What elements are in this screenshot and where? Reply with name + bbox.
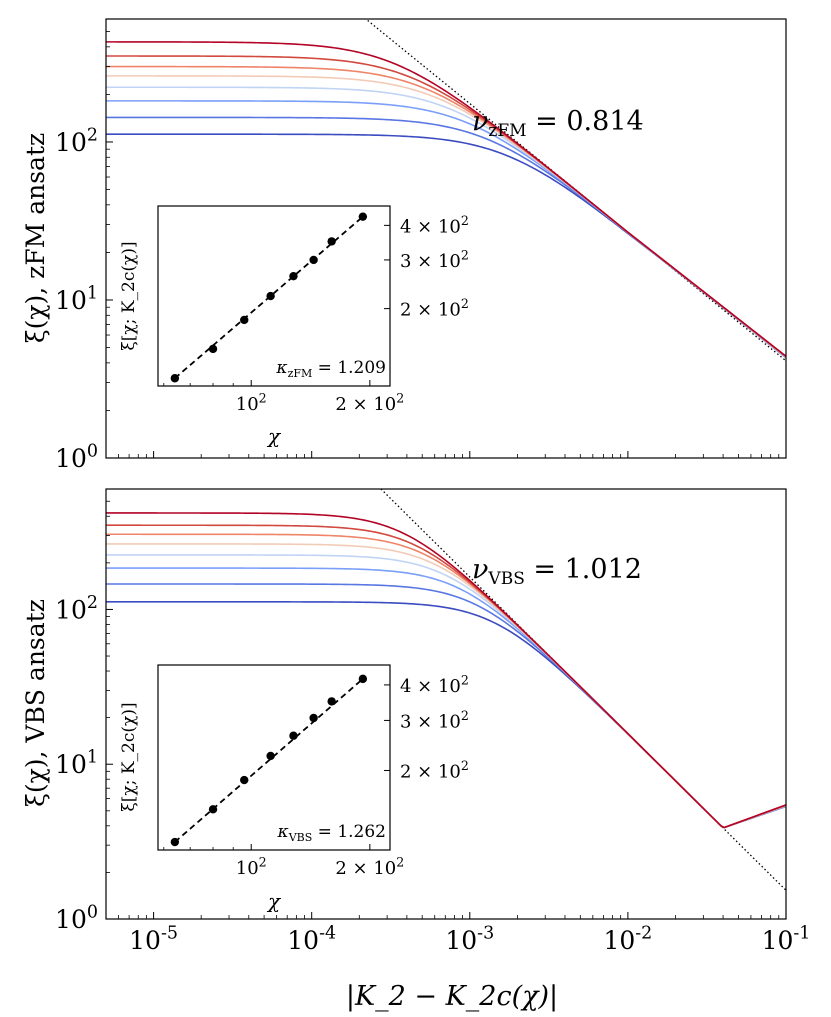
bottom-kappa-value: = 1.262 [312,822,386,842]
bottom-kappa-subscript: VBS [288,831,313,844]
bottom-nu-value: = 1.012 [525,554,642,585]
top-inset: 102 2 × 102 2 × 102 3 × 102 4 × 102 χ ξ[χ; K… [119,205,469,448]
top-nu-annotation: νzFM = 0.814 [472,106,644,141]
top-curves [106,19,786,362]
bottom-inset-point [289,731,298,740]
bottom-power-law-guide [380,489,786,891]
top-inset-y-label: ξ[χ; K_2c(χ)] [119,241,139,350]
bottom-x-tick-label: 10-4 [287,924,336,956]
bottom-x-ticks: 10-5 10-4 10-3 10-2 10-1 [118,912,811,956]
bottom-inset-point [208,805,218,814]
bottom-y-tick-label: 101 [55,748,98,780]
bottom-inset-point [240,775,249,785]
top-inset-point [309,255,318,265]
bottom-x-tick-label: 10-5 [129,924,178,956]
top-series-line [106,41,786,357]
top-inset-point [208,344,218,354]
top-inset-y-tick-label: 3 × 102 [400,247,469,272]
top-inset-marks: 102 2 × 102 2 × 102 3 × 102 4 × 102 [163,212,469,415]
bottom-inset-point [170,837,180,847]
bottom-inset-x-label: χ [266,889,282,913]
top-kappa-annotation: κzFM = 1.209 [275,358,386,380]
bottom-curves [106,489,786,891]
top-inset-point [240,315,249,325]
bottom-y-ticks: 100 101 102 [55,488,113,935]
bottom-inset-point [266,751,275,761]
top-nu-value: = 0.814 [527,106,644,137]
bottom-series-line [106,512,786,829]
top-inset-x-tick-label: 2 × 102 [335,390,404,415]
bottom-x-tick-label: 10-2 [603,924,652,956]
top-inset-x-tick-label: 102 [236,390,267,415]
top-inset-y-tick-label: 4 × 102 [400,213,469,238]
top-y-tick-label: 100 [55,442,98,474]
bottom-inset-point [327,697,336,706]
bottom-inset-y-tick-label: 3 × 102 [400,708,469,733]
bottom-y-tick-label: 102 [55,593,98,625]
top-inset-point [327,237,336,246]
top-kappa-subscript: zFM [288,367,313,380]
bottom-nu-symbol: ν [472,554,488,585]
bottom-inset-point [358,674,368,684]
top-x-ticks [118,451,787,458]
top-inset-point [358,212,368,221]
bottom-kappa-annotation: κVBS = 1.262 [277,822,386,844]
bottom-x-tick-label: 10-3 [445,924,494,956]
bottom-inset-x-tick-label: 2 × 102 [335,854,404,879]
bottom-inset: 102 2 × 102 2 × 102 3 × 102 4 × 102 χ ξ[χ; K… [119,664,469,913]
bottom-inset-point [309,713,318,723]
top-y-tick-label: 101 [55,283,98,315]
top-inset-x-label: χ [266,424,282,448]
top-kappa-value: = 1.209 [312,358,386,378]
top-inset-point [289,271,298,281]
top-y-axis-label: ξ(χ), zFM ansatz [21,133,50,343]
top-y-tick-label: 102 [55,125,98,157]
bottom-inset-marks: 102 2 × 102 2 × 102 3 × 102 4 × 102 [163,672,469,879]
top-inset-y-tick-label: 2 × 102 [400,296,469,321]
top-nu-symbol: ν [472,106,488,137]
bottom-y-axis-label: ξ(χ), VBS ansatz [21,599,50,807]
top-inset-point [170,374,180,383]
bottom-inset-y-label: ξ[χ; K_2c(χ)] [119,702,139,811]
bottom-nu-annotation: νVBS = 1.012 [472,554,642,589]
bottom-panel: 100 101 102 10-5 10-4 10-3 10-2 10-1 ξ(χ), VBS… [21,488,811,1012]
bottom-inset-fit-line [174,678,364,843]
bottom-inset-y-tick-label: 4 × 102 [400,672,469,697]
bottom-y-tick-label: 100 [55,903,98,935]
top-kappa-symbol: κ [275,358,287,378]
bottom-x-axis-label: |K_2 − K_2c(χ)| [346,981,558,1012]
bottom-plot-frame [105,488,787,920]
bottom-x-tick-label: 10-1 [762,924,811,956]
bottom-inset-y-tick-label: 2 × 102 [400,758,469,783]
bottom-kappa-symbol: κ [277,822,289,842]
top-inset-point [266,291,275,301]
top-plot-frame [105,18,787,459]
top-y-ticks: 100 101 102 [55,18,113,474]
bottom-nu-subscript: VBS [487,569,524,589]
top-nu-subscript: zFM [488,121,526,141]
bottom-inset-x-tick-label: 102 [236,854,267,879]
